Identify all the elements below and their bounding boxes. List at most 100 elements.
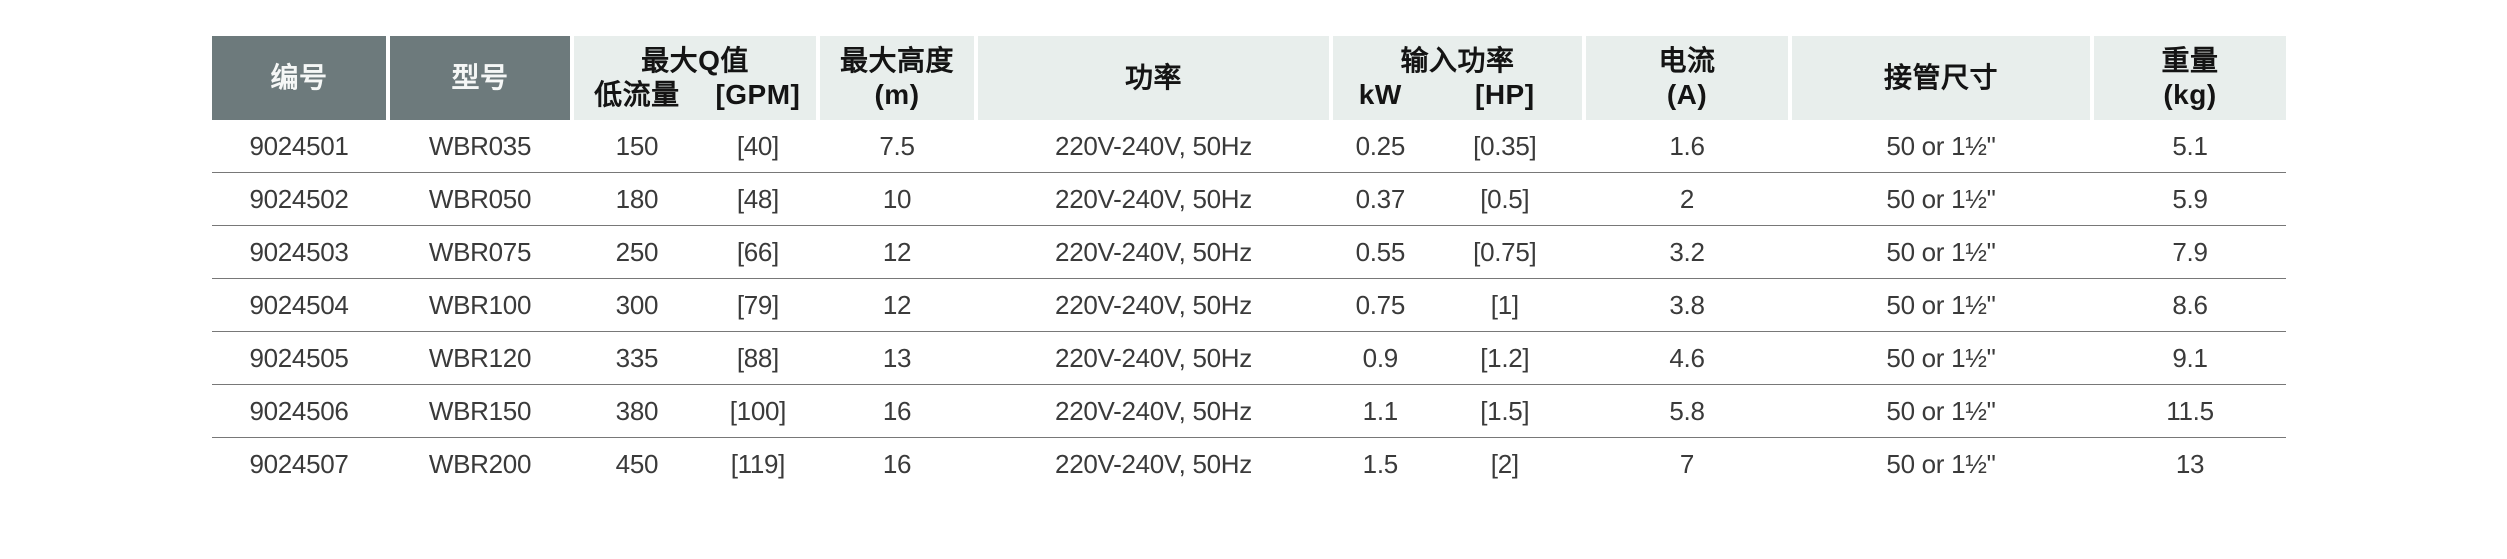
cell-max-q: 180 [48]	[574, 184, 816, 215]
cell-part-number: 9024501	[249, 130, 349, 161]
col-header-power: 功率	[978, 36, 1329, 120]
cell-current: 1.6	[1669, 130, 1705, 161]
col-header-pipe-size: 接管尺寸	[1792, 36, 2090, 120]
cell-power: 220V-240V, 50Hz	[1055, 183, 1252, 214]
col-header-model-label: 型号	[451, 61, 509, 93]
cell-model: WBR100	[428, 289, 532, 320]
cell-q-lmin: 450	[615, 448, 659, 479]
col-header-pipe-size-label: 接管尺寸	[1883, 61, 1998, 93]
cell-current: 3.8	[1669, 289, 1705, 320]
cell-hp: [0.5]	[1480, 183, 1530, 214]
cell-max-q: 250 [66]	[574, 237, 816, 268]
cell-max-q: 335 [88]	[574, 343, 816, 374]
cell-model: WBR075	[428, 236, 532, 267]
cell-model: WBR035	[428, 130, 532, 161]
table-row: 9024505 WBR120 335 [88] 13 220V-240V, 50Hz 0.9…	[212, 332, 2286, 385]
cell-current: 2	[1679, 183, 1695, 214]
col-header-input-power-units: kW [HP]	[1333, 78, 1582, 112]
col-header-weight-title: 重量	[2161, 44, 2219, 76]
pump-spec-table: 编号 型号 最大Q值 低流量 [GPM] 最大高度 (m) 功率 输入功率	[212, 36, 2286, 490]
cell-input-power: 0.25 [0.35]	[1333, 131, 1582, 162]
cell-input-power: 1.1 [1.5]	[1333, 396, 1582, 427]
cell-q-lmin: 380	[615, 395, 659, 426]
cell-hp: [1.5]	[1480, 395, 1530, 426]
cell-input-power: 0.75 [1]	[1333, 290, 1582, 321]
col-header-input-power: 输入功率 kW [HP]	[1333, 36, 1582, 120]
cell-power: 220V-240V, 50Hz	[1055, 289, 1252, 320]
cell-max-head: 12	[882, 236, 912, 267]
col-header-max-head-unit: (m)	[874, 79, 920, 110]
cell-kw: 0.75	[1355, 289, 1406, 320]
cell-max-q: 450 [119]	[574, 449, 816, 480]
col-header-current-title: 电流	[1658, 44, 1716, 76]
cell-q-gpm: [100]	[729, 395, 787, 426]
cell-kw: 0.9	[1362, 342, 1399, 373]
cell-input-power: 0.9 [1.2]	[1333, 343, 1582, 374]
cell-max-head: 13	[882, 342, 912, 373]
cell-power: 220V-240V, 50Hz	[1055, 448, 1252, 479]
cell-max-q: 300 [79]	[574, 290, 816, 321]
col-header-hp-label: [HP]	[1475, 79, 1535, 110]
cell-weight: 11.5	[2166, 395, 2214, 426]
cell-pipe-size: 50 or 1½"	[1886, 395, 1996, 426]
cell-hp: [2]	[1490, 448, 1519, 479]
table-row: 9024502 WBR050 180 [48] 10 220V-240V, 50Hz 0.3…	[212, 173, 2286, 226]
cell-model: WBR150	[428, 395, 532, 426]
col-header-q-gpm-label: [GPM]	[715, 79, 801, 110]
cell-weight: 5.9	[2172, 183, 2208, 214]
cell-q-lmin: 150	[615, 130, 659, 161]
col-header-power-label: 功率	[1124, 61, 1182, 93]
col-header-max-q-units: 低流量 [GPM]	[574, 78, 816, 112]
cell-input-power: 1.5 [2]	[1333, 449, 1582, 480]
cell-hp: [1]	[1490, 289, 1519, 320]
cell-kw: 0.55	[1355, 236, 1406, 267]
cell-kw: 1.5	[1362, 448, 1399, 479]
cell-max-q: 380 [100]	[574, 396, 816, 427]
cell-model: WBR200	[428, 448, 532, 479]
col-header-current-unit: (A)	[1666, 79, 1708, 110]
cell-q-lmin: 180	[615, 183, 659, 214]
cell-weight: 13	[2175, 448, 2205, 479]
cell-max-head: 10	[882, 183, 912, 214]
cell-pipe-size: 50 or 1½"	[1886, 183, 1996, 214]
cell-hp: [0.75]	[1473, 236, 1537, 267]
cell-current: 5.8	[1669, 395, 1705, 426]
cell-pipe-size: 50 or 1½"	[1886, 342, 1996, 373]
cell-max-q: 150 [40]	[574, 131, 816, 162]
cell-power: 220V-240V, 50Hz	[1055, 236, 1252, 267]
cell-kw: 0.25	[1355, 130, 1406, 161]
cell-hp: [1.2]	[1480, 342, 1530, 373]
cell-q-lmin: 250	[615, 236, 659, 267]
cell-q-gpm: [40]	[736, 130, 779, 161]
table-row: 9024504 WBR100 300 [79] 12 220V-240V, 50Hz 0.7…	[212, 279, 2286, 332]
cell-q-gpm: [79]	[736, 289, 779, 320]
cell-power: 220V-240V, 50Hz	[1055, 130, 1252, 161]
cell-kw: 1.1	[1362, 395, 1399, 426]
cell-part-number: 9024504	[249, 289, 349, 320]
col-header-max-head: 最大高度 (m)	[820, 36, 974, 120]
col-header-max-head-title: 最大高度	[839, 44, 954, 76]
table-header-row: 编号 型号 最大Q值 低流量 [GPM] 最大高度 (m) 功率 输入功率	[212, 36, 2286, 120]
cell-pipe-size: 50 or 1½"	[1886, 448, 1996, 479]
cell-model: WBR120	[428, 342, 532, 373]
cell-weight: 8.6	[2172, 289, 2208, 320]
cell-power: 220V-240V, 50Hz	[1055, 395, 1252, 426]
cell-part-number: 9024503	[249, 236, 349, 267]
col-header-q-lmin-label: 低流量	[594, 79, 680, 110]
col-header-part-number: 编号	[212, 36, 386, 120]
cell-current: 3.2	[1669, 236, 1705, 267]
cell-q-gpm: [48]	[736, 183, 779, 214]
table-row: 9024503 WBR075 250 [66] 12 220V-240V, 50Hz 0.5…	[212, 226, 2286, 279]
col-header-input-power-title: 输入功率	[1400, 44, 1515, 76]
cell-max-head: 16	[882, 395, 912, 426]
col-header-current: 电流 (A)	[1586, 36, 1788, 120]
cell-max-head: 16	[882, 448, 912, 479]
col-header-weight: 重量 (kg)	[2094, 36, 2286, 120]
cell-max-head: 12	[882, 289, 912, 320]
cell-weight: 7.9	[2172, 236, 2208, 267]
cell-weight: 5.1	[2172, 130, 2208, 161]
table-row: 9024506 WBR150 380 [100] 16 220V-240V, 50Hz 1.…	[212, 385, 2286, 438]
cell-input-power: 0.55 [0.75]	[1333, 237, 1582, 268]
cell-weight: 9.1	[2172, 342, 2208, 373]
